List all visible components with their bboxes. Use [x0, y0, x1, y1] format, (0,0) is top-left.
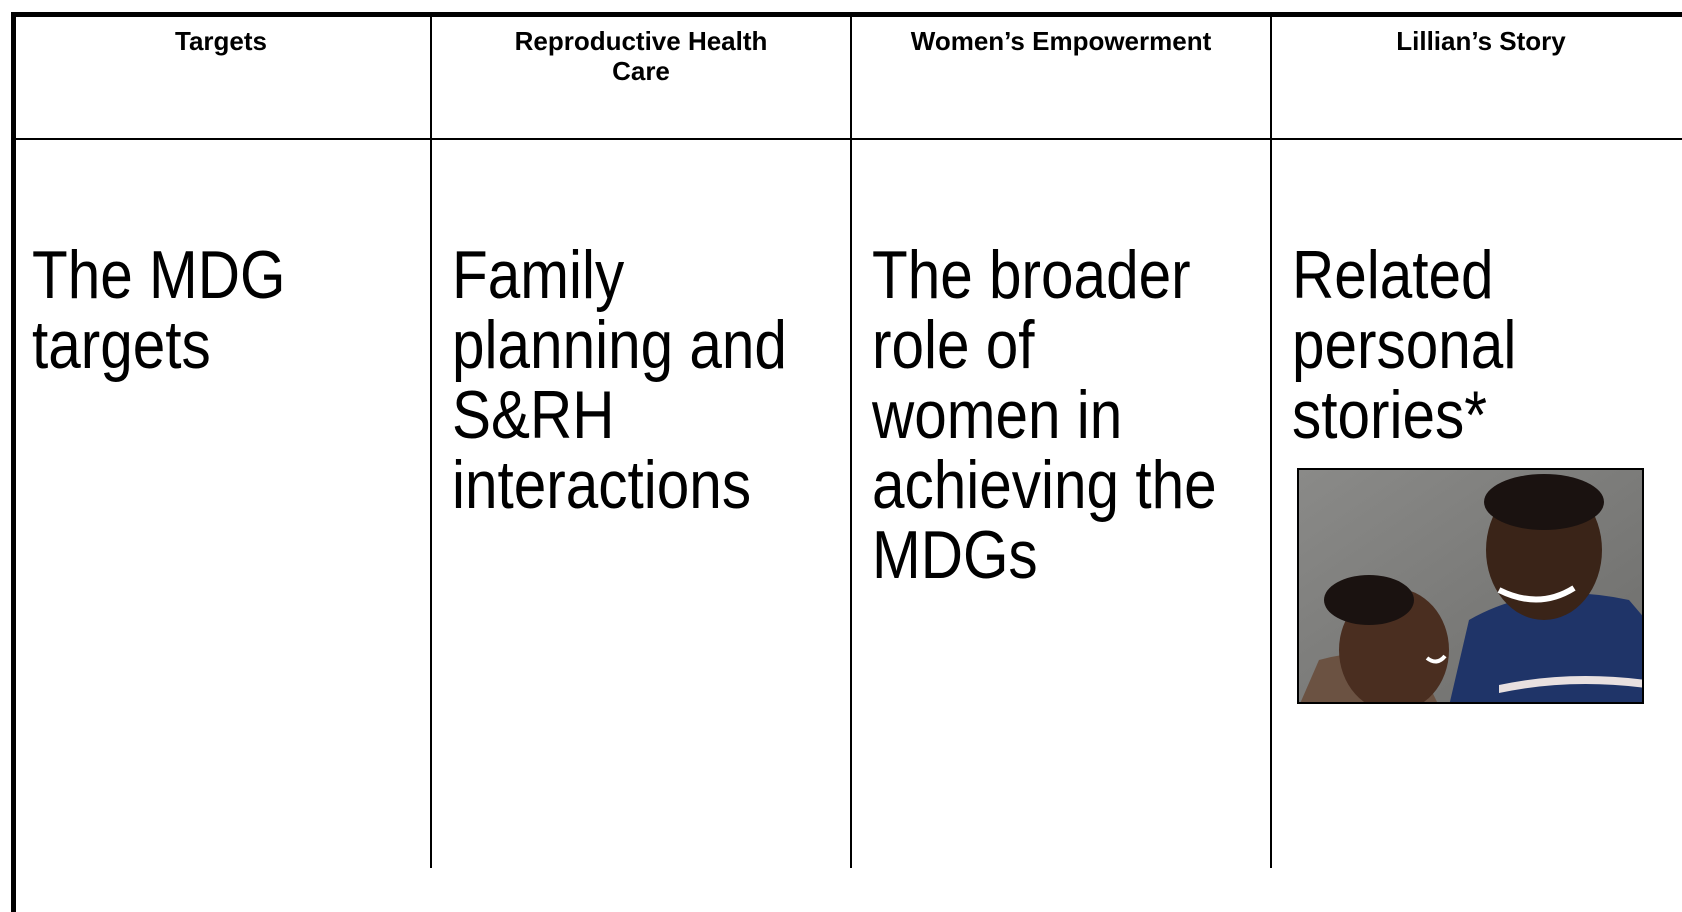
cell-line: The broader: [872, 240, 1217, 310]
cell-line: targets: [32, 310, 285, 380]
cell-line: The MDG: [32, 240, 285, 310]
column-divider: [850, 14, 852, 868]
column-header: Women’s Empowerment: [853, 26, 1269, 56]
cell-line: women in: [872, 380, 1217, 450]
row-divider: [11, 138, 1682, 140]
cell-line: achieving the: [872, 450, 1217, 520]
cell-line: interactions: [452, 450, 787, 520]
column-divider: [1270, 14, 1272, 868]
column-divider: [430, 14, 432, 868]
header-line: Lillian’s Story: [1273, 26, 1682, 56]
cell-line: stories*: [1292, 380, 1516, 450]
cell-line: personal: [1292, 310, 1516, 380]
cell-line: MDGs: [872, 520, 1217, 590]
table-frame: [11, 12, 1682, 912]
photo-image: [1299, 470, 1644, 704]
column-header: Lillian’s Story: [1273, 26, 1682, 56]
column-header: Targets: [13, 26, 429, 56]
header-line: Targets: [13, 26, 429, 56]
header-line: Care: [433, 56, 849, 86]
photo: [1297, 468, 1644, 704]
header-line: Reproductive Health: [433, 26, 849, 56]
cell-line: role of: [872, 310, 1217, 380]
cell-line: Family: [452, 240, 787, 310]
cell-line: Related: [1292, 240, 1516, 310]
cell-line: S&RH: [452, 380, 787, 450]
cell-line: planning and: [452, 310, 787, 380]
header-line: Women’s Empowerment: [853, 26, 1269, 56]
